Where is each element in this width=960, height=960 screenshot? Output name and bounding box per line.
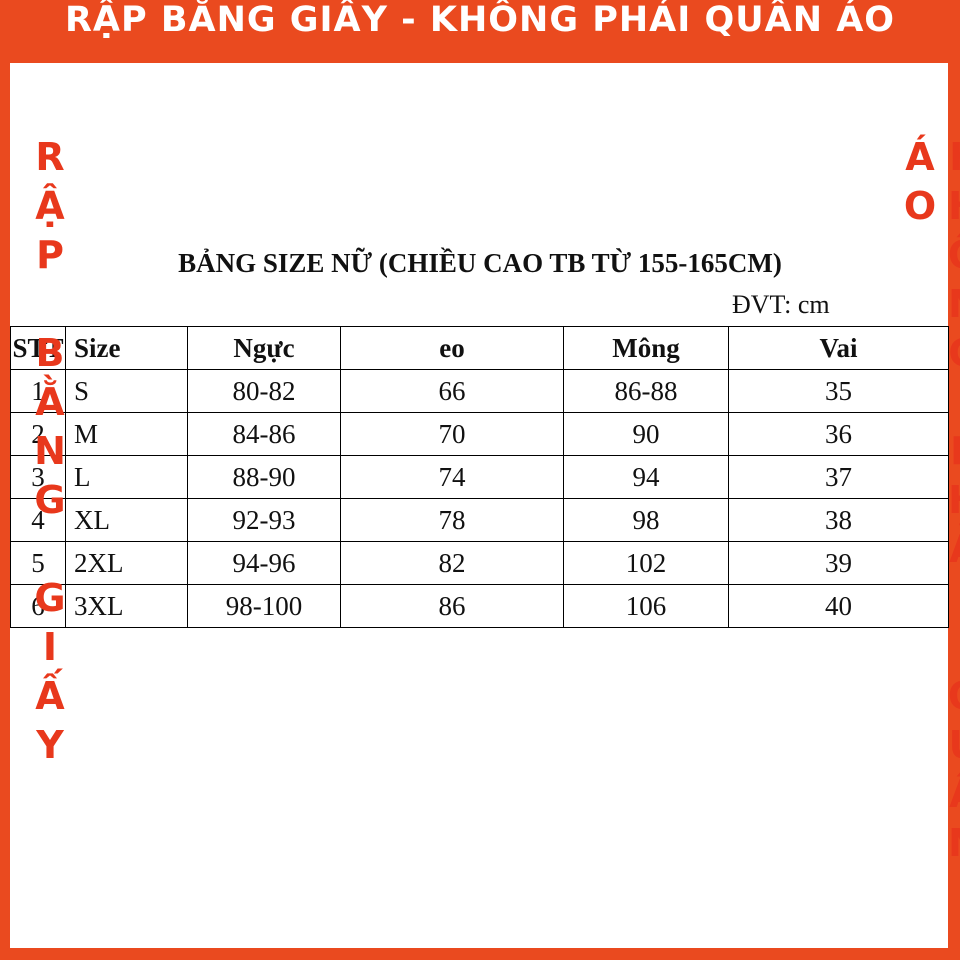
table-cell: 80-82 — [187, 369, 341, 413]
table-cell: 92-93 — [187, 498, 341, 542]
header-cell: eo — [340, 326, 564, 370]
table-cell: 2XL — [65, 541, 188, 585]
table-cell: 94 — [563, 455, 729, 499]
right-vertical-text: KHÔNG PHẢI QUẦN ÁO — [898, 135, 960, 870]
table-cell: M — [65, 412, 188, 456]
header-cell: STT — [10, 326, 66, 370]
table-cell: XL — [65, 498, 188, 542]
table-cell: 90 — [563, 412, 729, 456]
table-title: BẢNG SIZE NỮ (CHIỀU CAO TB TỪ 155-165CM) — [178, 248, 782, 278]
header-cell: Mông — [563, 326, 729, 370]
left-vertical-text: RẬP BẰNG GIẤY — [28, 135, 72, 772]
table-cell: 84-86 — [187, 412, 341, 456]
table-cell: 35 — [728, 369, 949, 413]
paper — [10, 63, 948, 948]
header-cell: Size — [65, 326, 188, 370]
table-cell: 70 — [340, 412, 564, 456]
banner: RẬP BẰNG GIẤY - KHÔNG PHẢI QUẦN ÁO — [64, 0, 896, 40]
table-cell: 74 — [340, 455, 564, 499]
table-cell: 66 — [340, 369, 564, 413]
table-cell: 86-88 — [563, 369, 729, 413]
table-cell: 88-90 — [187, 455, 341, 499]
table-cell: 40 — [728, 584, 949, 628]
header-cell: Ngực — [187, 326, 341, 370]
table-cell: 98 — [563, 498, 729, 542]
table-cell: 102 — [563, 541, 729, 585]
table-cell: L — [65, 455, 188, 499]
unit: ĐVT: cm — [732, 290, 830, 319]
table-cell: S — [65, 369, 188, 413]
table-cell: 106 — [563, 584, 729, 628]
table-cell: 78 — [340, 498, 564, 542]
table-cell: 86 — [340, 584, 564, 628]
table-cell: 3XL — [65, 584, 188, 628]
table-cell: 94-96 — [187, 541, 341, 585]
table-cell: 82 — [340, 541, 564, 585]
table-cell: 98-100 — [187, 584, 341, 628]
